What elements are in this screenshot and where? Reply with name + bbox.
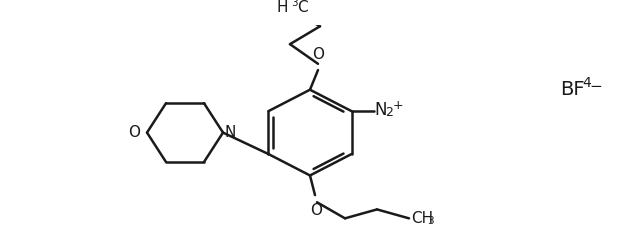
Text: O: O: [128, 125, 140, 140]
Text: −: −: [589, 79, 602, 94]
Text: N: N: [374, 101, 387, 119]
Text: 3: 3: [427, 216, 434, 226]
Text: 4: 4: [582, 76, 591, 90]
Text: C: C: [297, 0, 308, 15]
Text: CH: CH: [411, 211, 433, 226]
Text: 2: 2: [385, 106, 394, 119]
Text: O: O: [310, 203, 322, 218]
Text: 3: 3: [291, 0, 298, 8]
Text: H: H: [276, 0, 288, 15]
Text: N: N: [224, 125, 236, 140]
Text: O: O: [312, 47, 324, 62]
Text: BF: BF: [560, 80, 584, 99]
Text: +: +: [392, 99, 403, 112]
